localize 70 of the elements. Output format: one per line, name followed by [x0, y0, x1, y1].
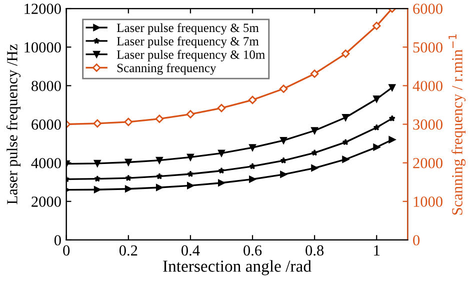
point	[93, 119, 102, 128]
legend-label: Laser pulse frequency & 5m	[116, 23, 259, 35]
legend-label: Scanning frequency	[117, 63, 216, 75]
point	[124, 118, 133, 126]
legend-label: Laser pulse frequency & 7m	[116, 36, 259, 48]
point	[310, 70, 319, 78]
point	[186, 110, 195, 118]
point	[249, 144, 256, 152]
y-axis-title: Laser pulse frequency /Hz	[6, 44, 21, 204]
point	[342, 138, 349, 146]
x-tick-label: 0	[63, 245, 70, 256]
point	[388, 136, 396, 144]
point	[124, 158, 132, 166]
point	[125, 174, 132, 182]
point	[217, 104, 226, 112]
point	[94, 186, 101, 194]
point	[249, 176, 256, 183]
y-tick-label: 12000	[24, 4, 61, 14]
point	[156, 184, 163, 191]
point	[388, 114, 396, 122]
point	[218, 150, 225, 157]
point	[186, 182, 194, 190]
x-tick-label: 0.2	[119, 245, 138, 256]
point	[280, 136, 288, 144]
y2-tick-label: 3000	[413, 119, 442, 130]
point	[373, 96, 380, 102]
point	[342, 156, 350, 163]
x-tick-label: 0.6	[244, 245, 262, 256]
y-tick-label: 6000	[32, 119, 61, 130]
point	[156, 156, 163, 164]
point	[279, 84, 288, 93]
y-tick-label: 2000	[32, 196, 61, 207]
point	[311, 127, 318, 134]
point	[155, 114, 164, 123]
point	[94, 160, 101, 167]
y2-tick-label: 0	[413, 235, 420, 246]
y-tick-label: 10000	[24, 42, 61, 53]
point	[311, 149, 318, 156]
y-tick-label: 0	[54, 235, 61, 246]
x-tick-label: 1	[374, 245, 380, 256]
point	[280, 170, 288, 178]
point	[373, 124, 380, 130]
x-axis-title: Intersection angle /rad	[163, 260, 312, 276]
point	[341, 50, 350, 58]
point	[373, 144, 380, 151]
y2-axis-title: Scanning frequency / r.min$^{−1}$	[448, 34, 466, 215]
x-tick-label: 0.4	[181, 245, 200, 256]
point	[342, 114, 350, 121]
point	[94, 175, 101, 182]
y2-tick-label: 1000	[414, 196, 442, 207]
point	[186, 154, 194, 161]
y-tick-label: 4000	[31, 158, 61, 168]
y2-tick-label: 4000	[412, 80, 442, 92]
point	[248, 96, 257, 104]
point	[372, 22, 381, 30]
point	[187, 170, 194, 177]
point	[280, 157, 287, 164]
y2-tick-label: 5000	[413, 42, 442, 53]
point	[311, 164, 318, 172]
point	[388, 84, 396, 92]
point	[218, 179, 225, 186]
point	[156, 172, 163, 180]
point	[124, 185, 132, 192]
x-tick-label: 0.8	[306, 245, 324, 256]
y2-tick-label: 6000	[413, 4, 442, 14]
point	[249, 162, 256, 170]
y-tick-label: 8000	[32, 80, 61, 92]
y2-tick-label: 2000	[413, 158, 442, 168]
legend-label: Laser pulse frequency & 10m	[116, 50, 265, 62]
point	[218, 167, 225, 174]
